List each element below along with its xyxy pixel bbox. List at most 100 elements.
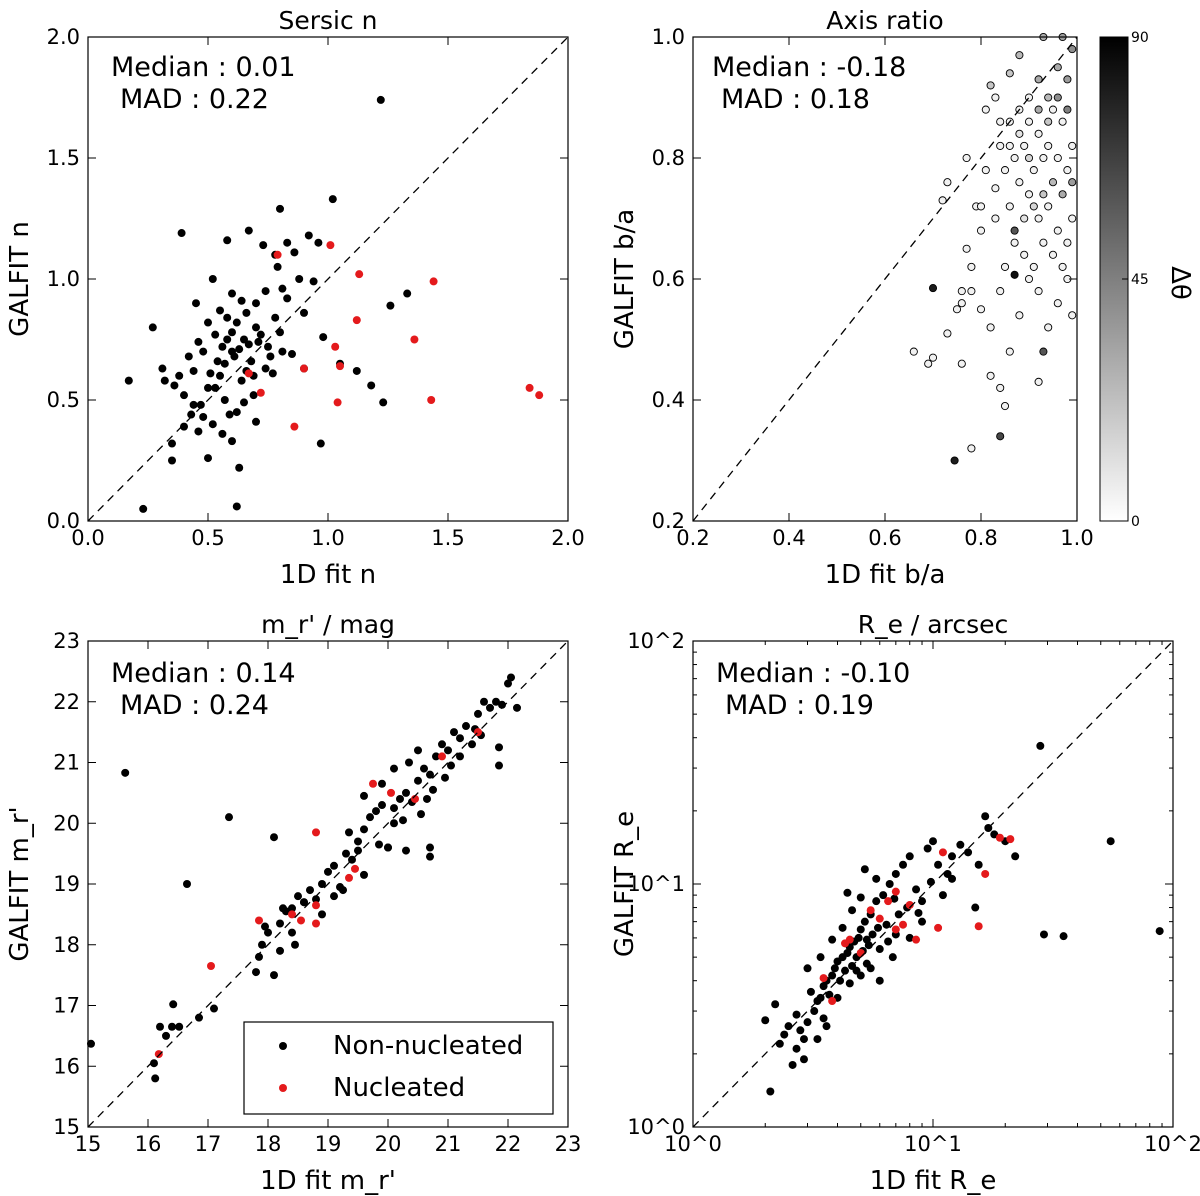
sersic-point-non-nucleated (252, 299, 260, 308)
re-point-non-nucleated (843, 888, 852, 897)
axis-point (1010, 226, 1019, 235)
sersic-ytick-label: 0.5 (47, 388, 80, 412)
sersic-point-non-nucleated (220, 359, 229, 368)
re-point-non-nucleated (819, 1014, 828, 1023)
re-point-non-nucleated (854, 933, 863, 942)
axis-point (986, 323, 995, 332)
mag-point-non-nucleated (270, 971, 278, 980)
axis-point (1058, 117, 1067, 126)
sersic-point-non-nucleated (300, 308, 308, 317)
sersic-point-non-nucleated (235, 463, 244, 472)
axis-point (1005, 69, 1014, 78)
mag-point-non-nucleated (375, 840, 383, 849)
mag-point-non-nucleated (402, 788, 410, 797)
axis-point (1029, 202, 1038, 211)
re-point-non-nucleated (905, 933, 914, 942)
mag-xtick-label: 15 (75, 1132, 102, 1156)
mag-point-non-nucleated (276, 946, 284, 955)
axis-point (1068, 45, 1077, 54)
mag-xlabel: 1D fit m_r' (260, 1166, 396, 1196)
effective-radius-panel: 10^0 10^1 10^2 10^0 10^1 10^2 R_e / arcsec 1D… (610, 610, 1200, 1196)
mag-point-non-nucleated (444, 746, 452, 755)
re-median: Median : -0.10 (716, 658, 910, 689)
colorbar-tick-label: 45 (1131, 272, 1149, 288)
axis-xlabel: 1D fit b/a (825, 560, 946, 590)
sersic-point-non-nucleated (249, 391, 258, 400)
mag-xtick-label: 16 (135, 1132, 162, 1156)
colorbar-label: Δθ (1165, 266, 1195, 300)
sersic-points-layer (124, 95, 544, 513)
sersic-title: Sersic n (278, 6, 377, 35)
axis-point (1044, 202, 1053, 211)
re-point-non-nucleated (848, 906, 857, 915)
legend-label-non-nucleated: Non-nucleated (333, 1031, 523, 1061)
mag-point-non-nucleated (396, 794, 404, 803)
mag-point-nucleated (297, 916, 305, 925)
axis-point (1044, 93, 1053, 102)
sersic-xlabel: 1D fit n (280, 560, 376, 590)
axis-point (957, 287, 966, 296)
re-point-non-nucleated (1011, 852, 1020, 861)
mag-point-nucleated (351, 864, 359, 873)
re-title: R_e / arcsec (858, 610, 1009, 639)
re-point-non-nucleated (882, 920, 891, 929)
re-point-non-nucleated (792, 1044, 801, 1053)
mag-point-non-nucleated (486, 703, 494, 712)
sersic-point-non-nucleated (319, 333, 328, 342)
mag-point-non-nucleated (255, 952, 263, 961)
re-point-non-nucleated (771, 1000, 780, 1009)
re-xlabel: 1D fit R_e (870, 1166, 997, 1196)
re-point-non-nucleated (918, 917, 927, 926)
legend-label-nucleated: Nucleated (333, 1073, 465, 1103)
sersic-panel: 0.0 0.5 1.0 1.5 2.00.00.51.01.52.0 Sersic n … (5, 6, 585, 590)
mag-point-nucleated (369, 779, 377, 788)
re-point-nucleated (891, 887, 900, 896)
mag-point-non-nucleated (312, 895, 320, 904)
sersic-point-non-nucleated (204, 318, 212, 327)
sersic-point-non-nucleated (216, 371, 224, 380)
axis-point (1015, 311, 1024, 320)
axis-point (1063, 238, 1072, 247)
axis-point (962, 153, 971, 163)
sersic-point-nucleated (336, 362, 344, 371)
re-point-non-nucleated (799, 1055, 808, 1064)
sersic-point-non-nucleated (175, 371, 184, 380)
re-point-non-nucleated (912, 885, 921, 894)
mag-point-nucleated (411, 794, 419, 803)
sersic-point-non-nucleated (244, 340, 253, 349)
axis-point (967, 262, 976, 271)
sersic-mad: MAD : 0.22 (120, 84, 269, 115)
sersic-point-non-nucleated (208, 275, 217, 283)
mag-point-non-nucleated (225, 813, 233, 822)
legend: Non-nucleated Nucleated (243, 1021, 554, 1115)
sersic-point-nucleated (273, 250, 282, 259)
mag-point-non-nucleated (345, 828, 353, 837)
sersic-point-nucleated (427, 396, 436, 404)
sersic-point-non-nucleated (304, 231, 313, 240)
mag-point-non-nucleated (378, 801, 386, 810)
axis-point (1005, 347, 1014, 356)
mag-point-non-nucleated (417, 810, 425, 819)
mag-one-to-one-line (87, 640, 569, 1128)
sersic-point-non-nucleated (206, 369, 215, 378)
re-point-non-nucleated (803, 964, 812, 973)
sersic-point-non-nucleated (264, 342, 272, 351)
sersic-point-non-nucleated (403, 289, 412, 298)
re-point-non-nucleated (891, 869, 900, 878)
axis-point (1039, 153, 1048, 163)
axis-point (1020, 214, 1029, 223)
sersic-point-nucleated (300, 364, 308, 373)
mag-point-nucleated (438, 752, 446, 761)
sersic-point-non-nucleated (266, 352, 275, 361)
axis-ylabel: GALFIT b/a (610, 209, 640, 349)
re-mad: MAD : 0.19 (725, 690, 874, 721)
sersic-point-non-nucleated (168, 456, 176, 465)
sersic-point-non-nucleated (242, 308, 251, 317)
re-point-non-nucleated (894, 910, 903, 919)
re-point-non-nucleated (856, 925, 865, 934)
axis-point (1063, 105, 1072, 114)
axis-point (1039, 238, 1048, 247)
sersic-xtick-label: 2.0 (551, 526, 584, 550)
mag-point-non-nucleated (276, 919, 284, 928)
axis-point (943, 329, 952, 338)
